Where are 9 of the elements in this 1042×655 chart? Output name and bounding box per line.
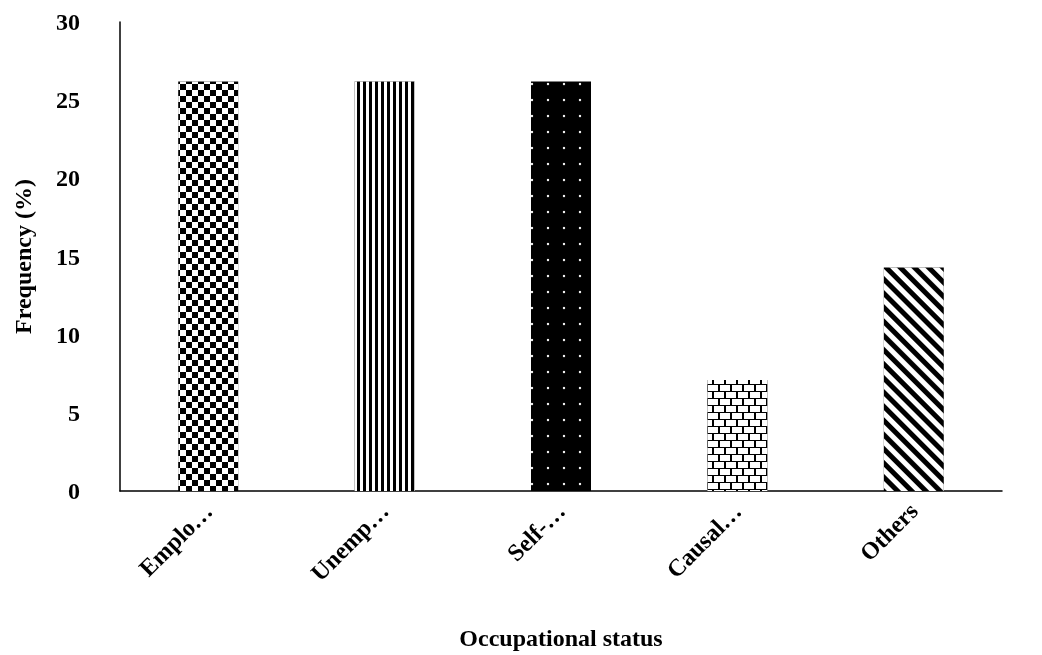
y-tick-label: 15 (56, 243, 80, 270)
y-tick-label: 30 (56, 9, 80, 35)
y-tick-label: 25 (56, 87, 80, 114)
x-axis-title: Occupational status (459, 625, 663, 651)
y-tick-label: 5 (68, 399, 80, 426)
y-axis-title: Frequency (%) (10, 179, 36, 334)
y-tick-label: 20 (56, 165, 80, 192)
y-tick-label: 0 (68, 478, 80, 504)
y-tick-label: 10 (56, 321, 80, 348)
